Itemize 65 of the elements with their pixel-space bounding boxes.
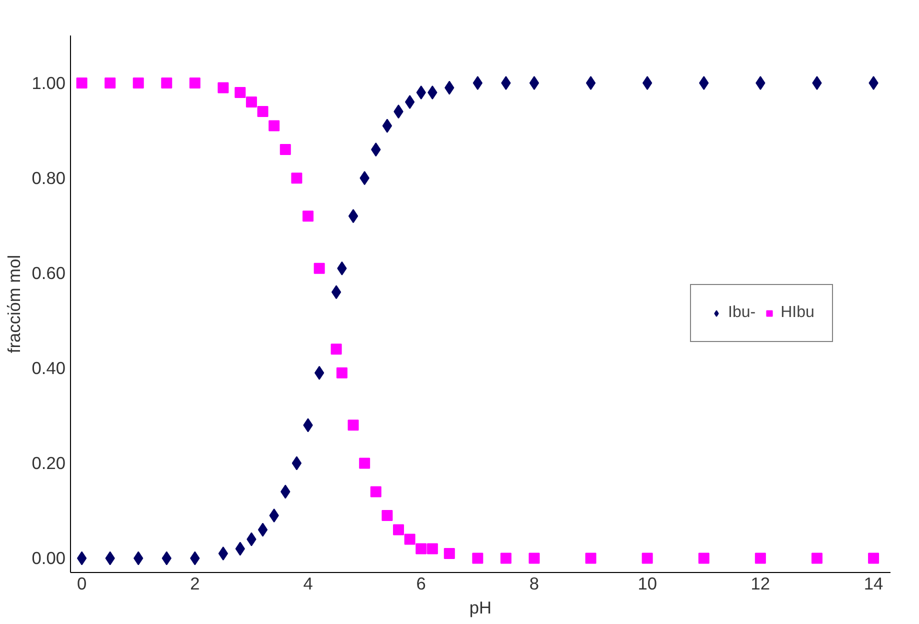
point [698, 552, 710, 564]
point [268, 120, 280, 132]
point [528, 552, 540, 564]
point [754, 552, 766, 564]
point [500, 552, 512, 564]
y-axis-title: fracciόm mol [4, 254, 24, 354]
x-tick-label: 14 [864, 574, 884, 594]
point [404, 95, 415, 110]
x-tick-label: 0 [76, 574, 87, 594]
point [382, 510, 393, 521]
point [382, 118, 392, 133]
point [76, 78, 88, 89]
point [585, 552, 596, 564]
point [331, 285, 342, 300]
point [258, 522, 268, 537]
x-axis-title: pH [469, 598, 492, 618]
point [444, 548, 455, 559]
point [218, 82, 229, 94]
point [426, 543, 438, 554]
point [642, 76, 652, 90]
point [348, 420, 359, 431]
x-tick-label: 6 [416, 574, 426, 594]
y-tick-label: 0.20 [32, 453, 66, 474]
point [472, 552, 484, 564]
point [529, 76, 540, 90]
point [348, 209, 358, 224]
point [330, 344, 342, 355]
point [104, 78, 116, 89]
point [257, 106, 268, 118]
point [302, 210, 314, 222]
point [336, 367, 348, 378]
point [359, 458, 370, 469]
point [314, 366, 324, 380]
y-tick-label: 0.00 [32, 548, 66, 568]
y-tick-label: 0.40 [32, 358, 66, 378]
point [246, 96, 257, 108]
point [280, 144, 291, 156]
point [189, 78, 200, 89]
x-tick-label: 8 [529, 574, 540, 594]
y-tick-label: 0.60 [32, 263, 66, 284]
legend-label: Ibu- [728, 304, 756, 322]
point [161, 78, 172, 89]
point [472, 76, 483, 90]
point [416, 543, 427, 554]
y-tick-label: 0.80 [32, 168, 66, 188]
point [586, 76, 596, 90]
x-tick-label: 12 [750, 574, 770, 594]
point [314, 262, 325, 274]
x-tick-label: 4 [303, 574, 314, 594]
point [291, 172, 302, 184]
point [642, 552, 653, 564]
point [811, 552, 822, 564]
point [292, 456, 302, 470]
legend-label: HIbu [780, 304, 814, 322]
point [76, 551, 87, 566]
point [370, 486, 382, 498]
x-tick-label: 10 [638, 574, 657, 594]
point [132, 78, 144, 89]
point [404, 534, 416, 545]
point [868, 552, 880, 564]
y-tick-label: 1.00 [32, 73, 66, 94]
point [393, 524, 404, 536]
point [218, 546, 228, 560]
x-tick-label: 2 [190, 574, 200, 594]
point [234, 87, 246, 98]
